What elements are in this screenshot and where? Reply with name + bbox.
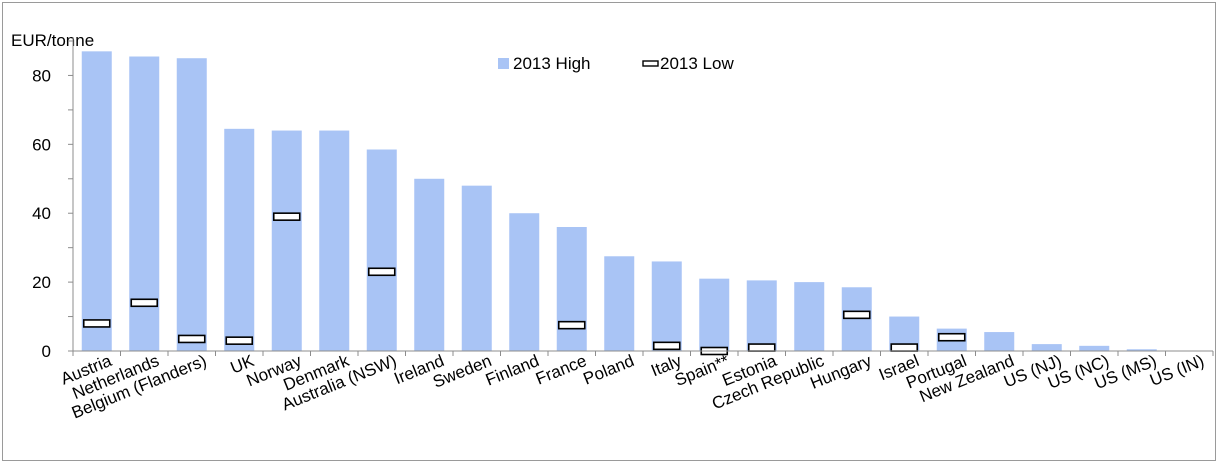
low-marker-19 [937, 332, 966, 342]
bar-7 [366, 149, 397, 351]
bar-3 [176, 58, 207, 351]
y-tick-label-60: 60 [32, 135, 51, 154]
bar-chart: EUR/tonne 2013 High 2013 Low 0 20 40 60 80 Au… [11, 31, 1214, 423]
legend-label-high: 2013 High [513, 54, 591, 73]
low-marker-7 [367, 267, 396, 277]
bar-15 [746, 280, 777, 351]
bar-14 [699, 278, 730, 351]
low-marker-4 [225, 336, 254, 345]
y-tick-labels: 0 20 40 60 80 [32, 66, 51, 361]
low-marker-2 [130, 298, 159, 308]
low-marker-11 [557, 320, 586, 330]
legend-label-low: 2013 Low [660, 54, 734, 73]
y-axis-unit-label: EUR/tonne [11, 31, 94, 50]
bar-9 [461, 185, 492, 351]
bar-17 [841, 287, 872, 351]
y-tick-label-0: 0 [42, 342, 51, 361]
bar-23 [1126, 349, 1157, 351]
bar-22 [1079, 345, 1110, 351]
bar-6 [319, 130, 350, 351]
bar-5 [271, 130, 302, 351]
legend-swatch-low [642, 60, 659, 67]
bar-21 [1031, 344, 1062, 351]
bar-4 [224, 128, 255, 351]
bar-1 [81, 51, 112, 351]
bar-12 [604, 256, 635, 351]
bar-13 [651, 261, 682, 351]
low-marker-18 [890, 343, 919, 352]
bar-11 [556, 227, 587, 351]
axes-group [68, 37, 1214, 356]
x-label-12: Poland [581, 351, 637, 388]
low-marker-17 [842, 310, 871, 320]
bar-8 [414, 178, 445, 351]
legend: 2013 High 2013 Low [498, 54, 734, 73]
low-marker-13 [652, 341, 681, 351]
bar-20 [984, 332, 1015, 351]
low-marker-15 [747, 343, 776, 352]
low-marker-1 [82, 319, 111, 328]
low-marker-5 [272, 212, 301, 221]
bar-16 [794, 282, 825, 351]
x-label-24: US (IN) [1147, 351, 1207, 390]
bar-10 [509, 213, 540, 351]
low-marker-3 [177, 334, 206, 344]
legend-swatch-high [498, 58, 509, 69]
bars-group [81, 51, 1157, 351]
y-tick-label-80: 80 [32, 66, 51, 85]
y-tick-label-20: 20 [32, 273, 51, 292]
y-tick-label-40: 40 [32, 204, 51, 223]
